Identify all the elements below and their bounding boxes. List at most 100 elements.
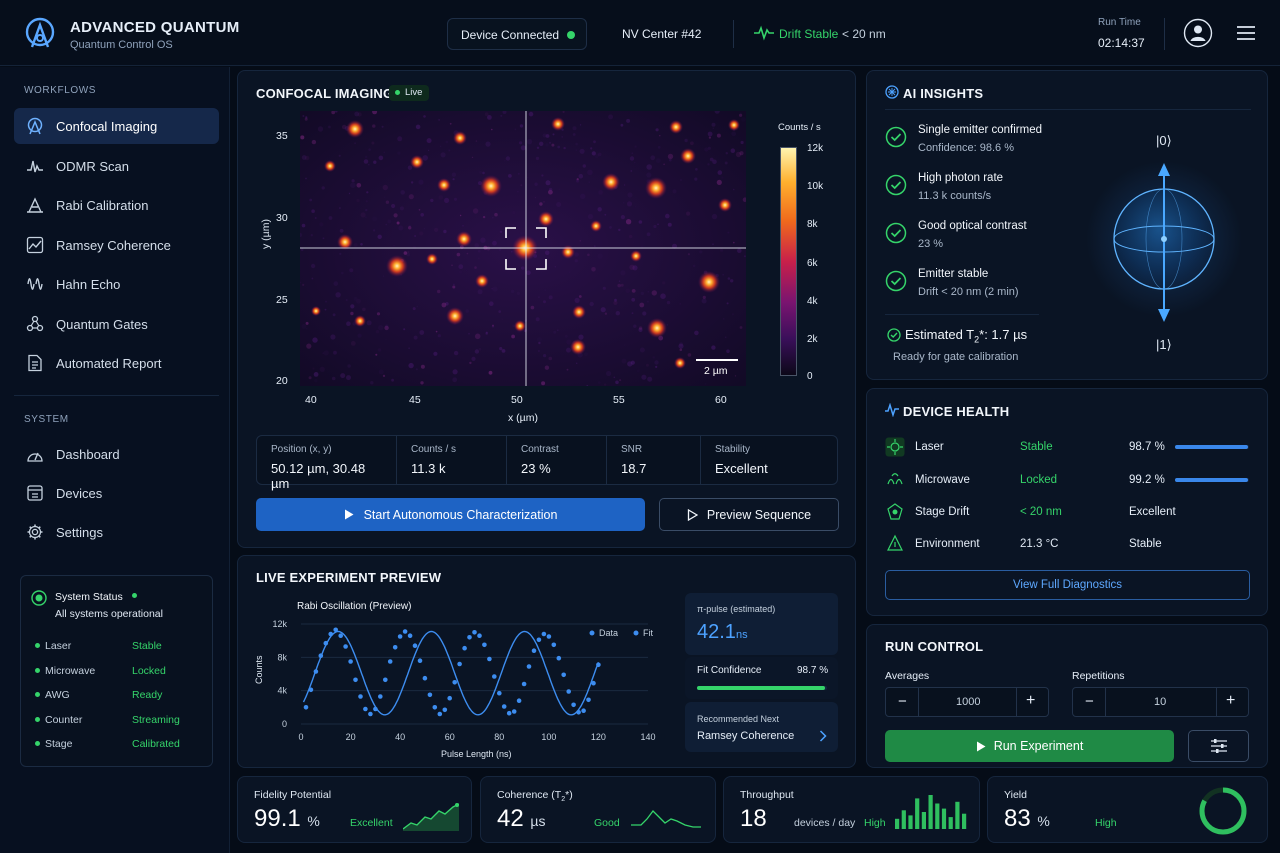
y-tick: 35 <box>276 130 288 142</box>
nav-item-quantum-gates[interactable]: Quantum Gates <box>14 306 219 342</box>
noise-speckle <box>562 111 565 113</box>
recommended-next-card[interactable]: Recommended Next Ramsey Coherence <box>685 702 838 752</box>
nav-item-hahn-echo[interactable]: Hahn Echo <box>14 266 219 302</box>
nav-item-automated-report[interactable]: Automated Report <box>14 345 219 381</box>
x-tick: 45 <box>409 394 421 406</box>
colorbar-tick: 8k <box>807 219 818 230</box>
noise-speckle <box>492 324 494 327</box>
noise-speckle <box>687 353 692 357</box>
noise-speckle <box>309 198 313 202</box>
noise-speckle <box>539 141 544 146</box>
emitter-spot <box>570 339 586 355</box>
nav-item-ramsey-coherence[interactable]: Ramsey Coherence <box>14 227 219 263</box>
pi-pulse-unit: ns <box>736 629 748 641</box>
confocal-image[interactable]: 2 µm <box>300 111 746 386</box>
status-state: Streaming <box>132 714 180 726</box>
noise-speckle <box>478 257 480 260</box>
noise-speckle <box>438 195 444 200</box>
kpi-unit: % <box>1037 813 1050 829</box>
stat-position: Position (x, y) 50.12 µm, 30.48 µm <box>257 436 397 491</box>
noise-speckle <box>349 268 354 273</box>
noise-speckle <box>332 313 336 317</box>
noise-speckle <box>485 332 488 335</box>
stat-snr: SNR 18.7 <box>607 436 701 484</box>
noise-speckle <box>521 266 525 270</box>
nav-item-confocal-imaging[interactable]: Confocal Imaging <box>14 108 219 144</box>
divider <box>885 314 1039 315</box>
nav-item-settings[interactable]: Settings <box>14 514 219 550</box>
noise-speckle <box>491 325 495 328</box>
noise-speckle <box>561 136 563 138</box>
noise-speckle <box>308 376 312 380</box>
noise-speckle <box>492 217 494 219</box>
data-point <box>432 705 438 710</box>
emitter-spot <box>718 198 732 212</box>
averages-increment-button[interactable]: + <box>1026 692 1036 709</box>
run-experiment-button[interactable]: Run Experiment <box>885 730 1174 762</box>
stat-value: 50.12 µm, 30.48 µm <box>271 461 366 491</box>
noise-speckle <box>598 190 603 195</box>
noise-speckle <box>477 289 483 295</box>
nav-item-devices[interactable]: Devices <box>14 475 219 511</box>
app-logo-icon <box>25 17 55 48</box>
noise-speckle <box>339 207 341 209</box>
confocal-icon <box>27 117 43 135</box>
noise-speckle <box>305 177 307 180</box>
device-status-pill[interactable]: Device Connected <box>447 18 587 50</box>
averages-input[interactable]: 1000 <box>956 696 981 708</box>
menu-icon[interactable] <box>1236 25 1256 41</box>
divider <box>885 109 1251 110</box>
throughput-bar <box>921 812 926 829</box>
noise-speckle <box>414 235 417 237</box>
preview-sequence-button[interactable]: Preview Sequence <box>659 498 839 531</box>
noise-speckle <box>618 228 621 232</box>
averages-decrement-button[interactable]: − <box>898 693 907 710</box>
noise-speckle <box>420 381 424 385</box>
user-avatar-icon[interactable] <box>1183 18 1213 48</box>
noise-speckle <box>541 381 546 386</box>
stat-counts: Counts / s 11.3 k <box>397 436 507 484</box>
noise-speckle <box>304 155 310 161</box>
noise-speckle <box>539 278 541 280</box>
noise-speckle <box>548 187 553 192</box>
noise-speckle <box>485 141 491 147</box>
start-autonomous-characterization-button[interactable]: Start Autonomous Characterization <box>256 498 645 531</box>
noise-speckle <box>741 117 746 122</box>
noise-speckle <box>452 369 458 375</box>
drift-pulse-icon <box>754 25 774 41</box>
noise-speckle <box>620 123 624 127</box>
view-full-diagnostics-button[interactable]: View Full Diagnostics <box>885 570 1250 600</box>
noise-speckle <box>376 312 381 316</box>
noise-speckle <box>366 191 369 194</box>
noise-speckle <box>714 111 720 114</box>
nav-item-rabi-calibration[interactable]: Rabi Calibration <box>14 187 219 223</box>
kpi-yield: Yield 83 % High <box>987 776 1268 843</box>
nav-item-dashboard[interactable]: Dashboard <box>14 436 219 472</box>
health-row-environment: Environment 21.3 °C Stable <box>885 533 1255 557</box>
noise-speckle <box>323 350 329 356</box>
nav-item-odmr-scan[interactable]: ODMR Scan <box>14 148 219 184</box>
data-point <box>516 698 522 703</box>
kpi-fidelity: Fidelity Potential 99.1 % Excellent <box>237 776 472 843</box>
noise-speckle <box>641 374 647 380</box>
repetitions-increment-button[interactable]: + <box>1226 692 1236 709</box>
sequence-settings-button[interactable] <box>1188 730 1249 762</box>
repetitions-input[interactable]: 10 <box>1154 696 1167 708</box>
noise-speckle <box>437 334 441 338</box>
noise-speckle <box>510 289 515 294</box>
noise-speckle <box>537 350 540 352</box>
health-name: Microwave <box>915 474 970 486</box>
health-name: Stage Drift <box>915 506 970 518</box>
repetitions-decrement-button[interactable]: − <box>1085 693 1094 710</box>
health-value: Stable <box>1129 538 1162 550</box>
rabi-chart[interactable]: 0 4k 8k 12k 0 20 40 60 80 100 120 140 Data Fit <box>238 556 678 769</box>
check-circle-icon <box>885 270 907 292</box>
noise-speckle <box>619 379 622 382</box>
fit-confidence-track <box>697 686 827 690</box>
noise-speckle <box>739 113 743 117</box>
noise-speckle <box>667 222 672 227</box>
t2-suffix: *: 1.7 µs <box>979 327 1028 342</box>
noise-speckle <box>572 133 576 136</box>
device-name[interactable]: NV Center #42 <box>622 27 702 41</box>
noise-speckle <box>423 228 425 230</box>
